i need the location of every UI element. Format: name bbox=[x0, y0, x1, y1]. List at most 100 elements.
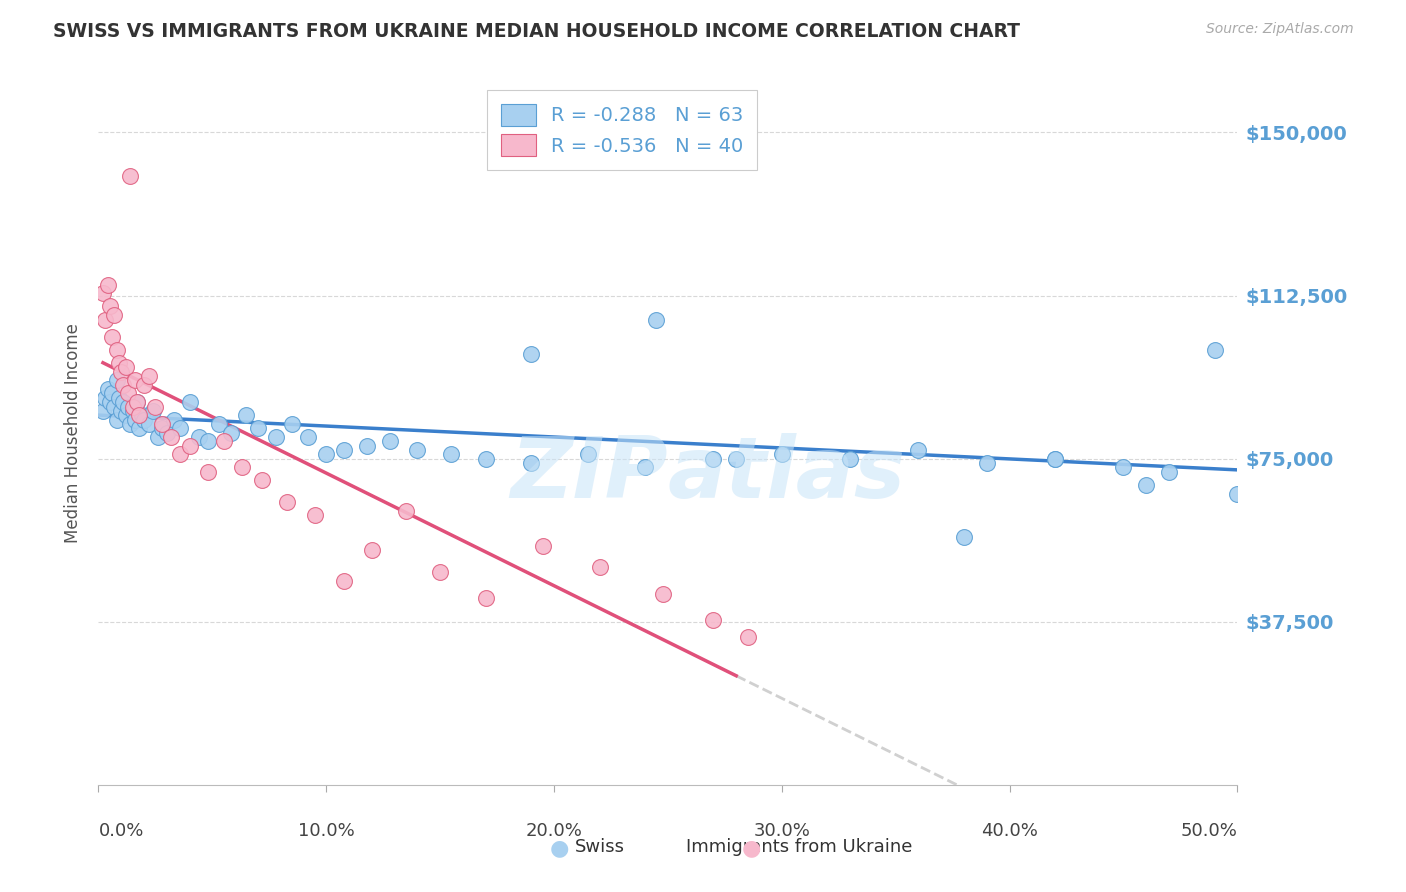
Point bbox=[114, 408, 136, 422]
Text: atlas: atlas bbox=[668, 434, 905, 516]
Point bbox=[588, 560, 610, 574]
Point bbox=[108, 356, 131, 370]
Point bbox=[197, 465, 219, 479]
Text: ●: ● bbox=[550, 838, 569, 858]
Point bbox=[101, 330, 124, 344]
Point bbox=[150, 421, 173, 435]
Point bbox=[474, 451, 496, 466]
Point bbox=[108, 391, 131, 405]
Point bbox=[124, 412, 146, 426]
Point bbox=[634, 460, 657, 475]
Point bbox=[117, 386, 139, 401]
Text: 20.0%: 20.0% bbox=[526, 822, 582, 840]
Point bbox=[297, 430, 319, 444]
Point bbox=[474, 591, 496, 605]
Point bbox=[128, 408, 150, 422]
Text: 10.0%: 10.0% bbox=[298, 822, 354, 840]
Point bbox=[132, 412, 155, 426]
Text: ZIP: ZIP bbox=[510, 434, 668, 516]
Point bbox=[252, 474, 274, 488]
Point bbox=[138, 369, 160, 384]
Point bbox=[110, 404, 132, 418]
Legend: R = -0.288   N = 63, R = -0.536   N = 40: R = -0.288 N = 63, R = -0.536 N = 40 bbox=[488, 90, 758, 169]
Point bbox=[94, 312, 117, 326]
Point bbox=[112, 395, 135, 409]
Point bbox=[160, 430, 183, 444]
Point bbox=[105, 412, 128, 426]
Point bbox=[124, 373, 146, 387]
Point bbox=[429, 565, 451, 579]
Point bbox=[197, 434, 219, 449]
Text: SWISS VS IMMIGRANTS FROM UKRAINE MEDIAN HOUSEHOLD INCOME CORRELATION CHART: SWISS VS IMMIGRANTS FROM UKRAINE MEDIAN … bbox=[53, 22, 1021, 41]
Text: Immigrants from Ukraine: Immigrants from Ukraine bbox=[686, 838, 912, 855]
Point bbox=[406, 443, 429, 458]
Point bbox=[91, 404, 114, 418]
Point bbox=[1204, 343, 1226, 357]
Point bbox=[91, 286, 114, 301]
Point bbox=[1043, 451, 1066, 466]
Point bbox=[146, 430, 169, 444]
Point bbox=[281, 417, 304, 431]
Point bbox=[142, 404, 165, 418]
Point bbox=[737, 630, 759, 644]
Point bbox=[356, 439, 378, 453]
Point bbox=[1135, 478, 1157, 492]
Point bbox=[120, 417, 142, 431]
Point bbox=[1112, 460, 1135, 475]
Point bbox=[156, 425, 179, 440]
Point bbox=[112, 377, 135, 392]
Point bbox=[231, 460, 253, 475]
Point bbox=[652, 586, 675, 600]
Point bbox=[103, 308, 125, 322]
Point bbox=[187, 430, 209, 444]
Point bbox=[315, 447, 337, 461]
Point bbox=[94, 391, 117, 405]
Point bbox=[105, 373, 128, 387]
Point bbox=[208, 417, 231, 431]
Text: 30.0%: 30.0% bbox=[754, 822, 810, 840]
Point bbox=[96, 277, 118, 292]
Point bbox=[304, 508, 326, 523]
Point bbox=[128, 421, 150, 435]
Text: 40.0%: 40.0% bbox=[981, 822, 1038, 840]
Point bbox=[98, 395, 121, 409]
Point bbox=[127, 395, 149, 409]
Point bbox=[531, 539, 554, 553]
Point bbox=[276, 495, 298, 509]
Point bbox=[520, 456, 543, 470]
Point bbox=[105, 343, 128, 357]
Point bbox=[1043, 451, 1066, 466]
Point bbox=[162, 412, 184, 426]
Point bbox=[770, 447, 793, 461]
Text: ●: ● bbox=[741, 838, 761, 858]
Point bbox=[212, 434, 235, 449]
Point bbox=[98, 300, 121, 314]
Point bbox=[96, 382, 118, 396]
Point bbox=[145, 400, 167, 414]
Point bbox=[114, 360, 136, 375]
Point bbox=[976, 456, 998, 470]
Point bbox=[333, 574, 356, 588]
Point bbox=[264, 430, 287, 444]
Point bbox=[645, 312, 668, 326]
Point bbox=[120, 169, 142, 183]
Point bbox=[839, 451, 862, 466]
Point bbox=[132, 377, 155, 392]
Y-axis label: Median Household Income: Median Household Income bbox=[65, 323, 83, 542]
Point bbox=[103, 400, 125, 414]
Point bbox=[440, 447, 463, 461]
Point bbox=[576, 447, 599, 461]
Point bbox=[907, 443, 929, 458]
Point bbox=[246, 421, 269, 435]
Point bbox=[169, 421, 191, 435]
Point bbox=[702, 451, 724, 466]
Point bbox=[179, 395, 201, 409]
Point bbox=[395, 504, 418, 518]
Text: 50.0%: 50.0% bbox=[1181, 822, 1237, 840]
Point bbox=[101, 386, 124, 401]
Point bbox=[725, 451, 748, 466]
Point bbox=[110, 365, 132, 379]
Point bbox=[219, 425, 242, 440]
Point bbox=[1226, 486, 1249, 500]
Point bbox=[235, 408, 257, 422]
